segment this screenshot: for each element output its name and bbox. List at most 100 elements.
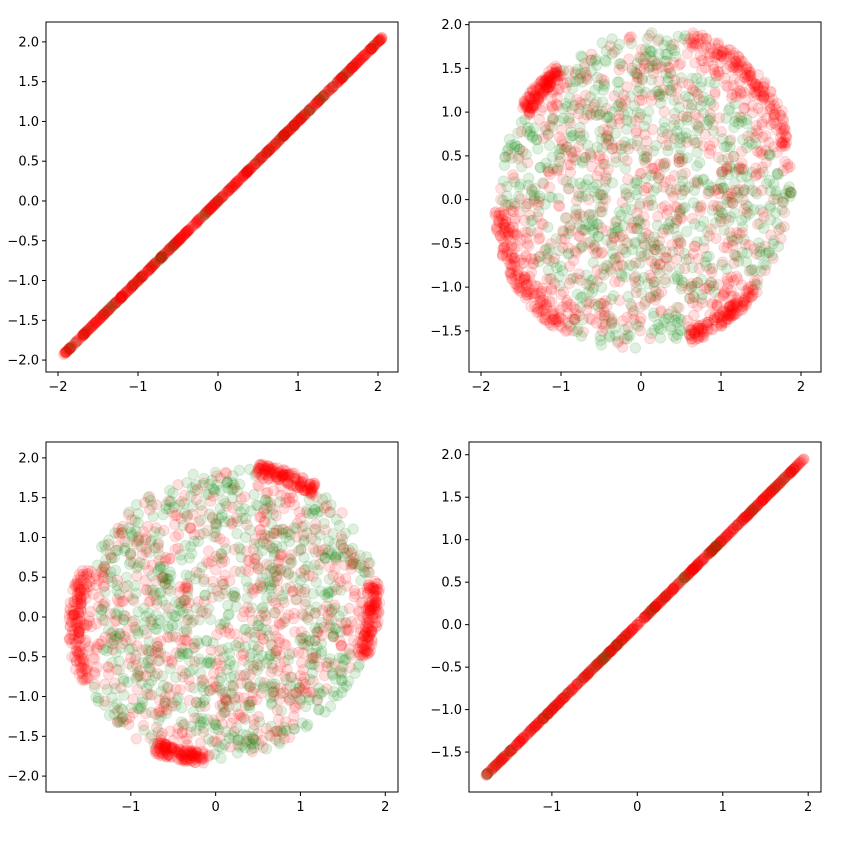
scatter-point bbox=[758, 90, 770, 102]
scatter-point bbox=[679, 262, 691, 275]
scatter-point bbox=[729, 184, 741, 197]
scatter-point bbox=[634, 63, 647, 75]
scatter-point bbox=[688, 240, 701, 253]
scatter-point bbox=[349, 588, 361, 600]
scatter-point bbox=[330, 77, 343, 89]
scatter-point bbox=[549, 277, 561, 290]
scatter-point bbox=[145, 261, 158, 273]
scatter-point bbox=[619, 162, 632, 175]
scatter-point bbox=[180, 227, 192, 239]
scatter-point bbox=[131, 640, 143, 652]
scatter-point bbox=[598, 80, 611, 92]
scatter-point bbox=[632, 85, 644, 98]
scatter-point bbox=[176, 230, 189, 243]
scatter-point bbox=[674, 236, 687, 248]
scatter-point bbox=[124, 282, 137, 294]
scatter-point bbox=[552, 199, 565, 212]
scatter-point bbox=[345, 62, 358, 75]
scatter-point bbox=[708, 286, 721, 298]
scatter-point bbox=[126, 280, 139, 292]
scatter-point bbox=[722, 236, 734, 249]
scatter-point bbox=[542, 82, 554, 94]
scatter-point bbox=[359, 49, 372, 61]
scatter-point bbox=[764, 147, 776, 160]
scatter-point bbox=[316, 92, 328, 105]
scatter-point bbox=[250, 157, 262, 169]
scatter-point bbox=[261, 146, 273, 158]
scatter-point bbox=[573, 187, 585, 200]
scatter-point bbox=[241, 166, 253, 179]
scatter-point bbox=[254, 153, 266, 166]
scatter-point bbox=[211, 479, 223, 491]
scatter-point bbox=[126, 280, 138, 292]
scatter-point bbox=[712, 151, 725, 164]
scatter-point bbox=[256, 151, 268, 164]
scatter-point bbox=[655, 306, 667, 318]
scatter-point bbox=[758, 222, 770, 235]
scatter-point bbox=[630, 281, 643, 294]
scatter-point bbox=[305, 482, 318, 495]
scatter-point bbox=[760, 144, 772, 156]
scatter-point bbox=[198, 209, 211, 221]
scatter-point bbox=[116, 595, 128, 608]
scatter-point bbox=[584, 236, 596, 248]
scatter-point bbox=[85, 322, 97, 334]
scatter-point bbox=[76, 329, 89, 342]
scatter-point bbox=[124, 282, 137, 295]
scatter-point bbox=[709, 86, 721, 98]
scatter-point bbox=[591, 218, 603, 231]
scatter-point bbox=[314, 94, 326, 106]
scatter-point bbox=[348, 60, 360, 73]
y-tick-label: 1.0 bbox=[18, 531, 39, 546]
scatter-point bbox=[237, 170, 249, 183]
scatter-point bbox=[546, 100, 558, 112]
scatter-point bbox=[646, 199, 658, 212]
scatter-point bbox=[756, 184, 768, 197]
scatter-point bbox=[279, 128, 291, 140]
scatter-point bbox=[668, 56, 680, 69]
scatter-point bbox=[298, 109, 311, 122]
scatter-point bbox=[667, 190, 679, 203]
scatter-point bbox=[375, 32, 388, 44]
scatter-point bbox=[77, 328, 89, 341]
scatter-point bbox=[650, 139, 662, 152]
scatter-point bbox=[645, 255, 657, 267]
scatter-point bbox=[182, 224, 195, 237]
scatter-point bbox=[159, 247, 172, 260]
scatter-point bbox=[681, 225, 693, 238]
scatter-point bbox=[316, 493, 329, 506]
scatter-point bbox=[241, 166, 253, 179]
scatter-point bbox=[63, 342, 76, 354]
scatter-point bbox=[128, 278, 140, 290]
scatter-point bbox=[243, 164, 255, 176]
scatter-point bbox=[312, 96, 324, 108]
scatter-point bbox=[653, 169, 666, 181]
scatter-point bbox=[542, 166, 555, 178]
scatter-point bbox=[312, 95, 324, 108]
scatter-point bbox=[616, 243, 628, 255]
scatter-point bbox=[214, 193, 226, 205]
scatter-point bbox=[640, 182, 652, 194]
scatter-point bbox=[286, 121, 299, 133]
scatter-point bbox=[313, 94, 326, 106]
scatter-point bbox=[263, 653, 275, 665]
scatter-point bbox=[193, 213, 205, 226]
scatter-point bbox=[577, 326, 589, 338]
scatter-point bbox=[171, 694, 183, 706]
scatter-point bbox=[673, 263, 685, 275]
scatter-point bbox=[659, 200, 671, 212]
scatter-point bbox=[497, 194, 509, 206]
scatter-point bbox=[662, 312, 675, 325]
scatter-point bbox=[649, 243, 661, 256]
scatter-point bbox=[357, 51, 369, 63]
scatter-point bbox=[648, 310, 660, 323]
scatter-point bbox=[712, 37, 725, 49]
scatter-point bbox=[668, 330, 680, 342]
scatter-point bbox=[190, 746, 203, 758]
scatter-point bbox=[652, 210, 664, 223]
scatter-point bbox=[677, 110, 689, 122]
scatter-point bbox=[601, 112, 613, 124]
scatter-point bbox=[179, 228, 191, 240]
y-tick-label: −2.0 bbox=[7, 354, 39, 369]
scatter-point bbox=[588, 181, 600, 194]
